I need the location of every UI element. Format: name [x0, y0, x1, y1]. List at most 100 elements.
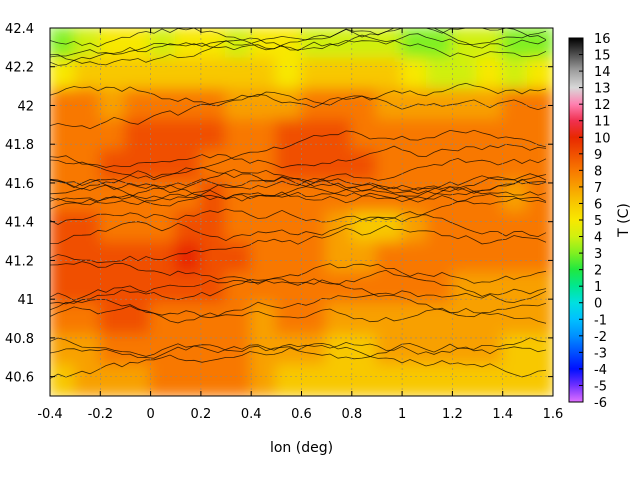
field-cell: [426, 149, 454, 183]
field-cell: [300, 241, 328, 275]
field-cell: [225, 333, 253, 367]
field-cell: [300, 211, 328, 244]
field-cell: [225, 88, 253, 121]
field-cell: [250, 211, 278, 244]
field-cell: [149, 57, 177, 91]
colorbar-tick-label: -5: [594, 379, 607, 394]
colorbar-tick-label: 15: [594, 49, 611, 64]
field-cell: [50, 88, 77, 121]
contour-line: [50, 30, 547, 61]
y-tick-label: 41.6: [5, 177, 34, 192]
field-cell: [350, 28, 378, 60]
field-cell: [350, 57, 378, 91]
field-cell: [174, 272, 202, 305]
field-cell: [451, 364, 479, 396]
field-cell: [501, 28, 529, 60]
contour-line: [50, 225, 547, 264]
field-cell: [124, 57, 152, 91]
field-cell: [375, 119, 404, 152]
field-cell: [225, 303, 253, 336]
field-cell: [526, 241, 553, 275]
field-cell: [476, 303, 504, 336]
field-cell: [451, 272, 479, 305]
contour-line: [50, 337, 547, 357]
field-cell: [350, 149, 378, 183]
field-cell: [174, 119, 202, 152]
field-cell: [325, 88, 353, 121]
field-cell: [501, 211, 529, 244]
colorbar-tick-label: 8: [594, 164, 602, 179]
field-cell: [124, 88, 152, 121]
field-cell: [401, 303, 429, 336]
field-cell: [124, 303, 152, 336]
field-cell: [124, 149, 152, 183]
field-cell: [50, 241, 77, 275]
field-cell: [174, 241, 202, 275]
field-cell: [250, 57, 278, 91]
field-cell: [375, 28, 404, 60]
field-cell: [99, 303, 127, 336]
field-cell: [250, 364, 278, 396]
field-cell: [501, 149, 529, 183]
contour-line: [50, 193, 547, 244]
contour-lines: [50, 28, 547, 380]
colorbar-tick-label: -1: [594, 313, 607, 328]
field-cell: [451, 57, 479, 91]
temperature-field: [50, 28, 553, 396]
x-tick-label: 1.6: [543, 407, 564, 422]
field-cell: [50, 364, 77, 396]
colorbar-tick-label: 14: [594, 65, 611, 80]
field-cell: [250, 28, 278, 60]
field-cell: [300, 364, 328, 396]
x-tick-label: 1.2: [442, 407, 463, 422]
x-tick-label: -0.4: [37, 407, 62, 422]
field-cell: [250, 241, 278, 275]
field-cell: [451, 333, 479, 367]
field-cell: [225, 364, 253, 396]
field-cell: [300, 180, 328, 213]
field-cell: [99, 119, 127, 152]
field-cell: [174, 88, 202, 121]
field-cell: [401, 241, 429, 275]
field-cell: [99, 57, 127, 91]
field-cell: [526, 303, 553, 336]
contour-line: [50, 91, 547, 130]
field-cell: [250, 149, 278, 183]
colorbar-tick-label: -2: [594, 330, 607, 345]
field-cell: [375, 364, 404, 396]
field-cell: [250, 303, 278, 336]
field-cell: [476, 241, 504, 275]
field-cell: [501, 241, 529, 275]
field-cell: [451, 149, 479, 183]
field-cell: [99, 211, 127, 244]
field-cell: [426, 364, 454, 396]
field-cell: [149, 241, 177, 275]
field-cell: [401, 28, 429, 60]
field-cell: [50, 211, 77, 244]
field-cell: [300, 303, 328, 336]
colorbar-tick-label: 10: [594, 131, 611, 146]
field-cell: [300, 28, 328, 60]
field-cell: [501, 57, 529, 91]
contour-line: [50, 28, 547, 66]
contour-line: [50, 143, 547, 169]
field-cell: [50, 119, 77, 152]
field-cell: [375, 57, 404, 91]
field-cell: [526, 57, 553, 91]
field-cell: [426, 272, 454, 305]
x-tick-label: 0.6: [291, 407, 312, 422]
field-cell: [275, 88, 303, 121]
field-cell: [325, 149, 353, 183]
field-cell: [50, 149, 77, 183]
field-cell: [501, 303, 529, 336]
field-cell: [325, 333, 353, 367]
field-cell: [325, 211, 353, 244]
field-cell: [401, 272, 429, 305]
field-cell: [426, 57, 454, 91]
colorbar-tick-label: 12: [594, 98, 611, 113]
contour-line: [50, 82, 547, 108]
field-cell: [451, 303, 479, 336]
field-cell: [99, 241, 127, 275]
field-cell: [350, 88, 378, 121]
colorbar-tick-label: 1: [594, 280, 602, 295]
